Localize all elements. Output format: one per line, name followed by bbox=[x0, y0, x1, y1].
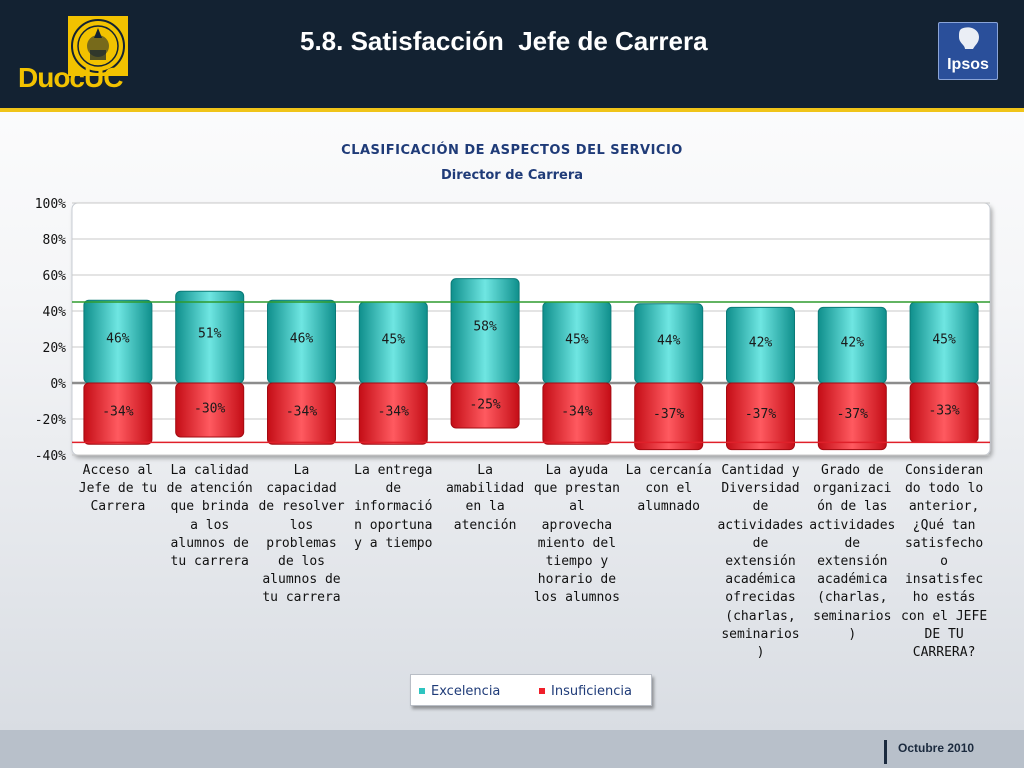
data-label-excelencia: 58% bbox=[473, 320, 497, 335]
y-tick-label: 100% bbox=[35, 197, 66, 212]
y-tick-label: 80% bbox=[43, 233, 67, 248]
footer-bar bbox=[0, 730, 1024, 768]
y-tick-label: -40% bbox=[35, 449, 66, 464]
data-label-excelencia: 46% bbox=[290, 331, 314, 346]
x-category-label: La ayuda que prestan al aprovecha miento… bbox=[533, 463, 620, 606]
legend-label-insuficiencia: Insuficiencia bbox=[551, 683, 632, 699]
legend-label-excelencia: Excelencia bbox=[431, 683, 501, 699]
ipsos-logo-text: Ipsos bbox=[947, 56, 989, 73]
bar-insuficiencia bbox=[450, 382, 520, 429]
data-label-excelencia: 46% bbox=[106, 331, 130, 346]
data-label-excelencia: 44% bbox=[657, 333, 681, 348]
chart-legend: Excelencia Insuficiencia bbox=[410, 674, 652, 706]
duoc-logo-text: DuocUC bbox=[18, 62, 123, 93]
data-label-insuficiencia: -37% bbox=[653, 407, 684, 422]
bar-insuficiencia bbox=[634, 382, 704, 451]
x-category-label: La cercanía con el alumnado bbox=[625, 463, 712, 515]
x-category-label: Consideran do todo lo anterior, ¿Qué tan… bbox=[901, 463, 988, 661]
data-label-insuficiencia: -34% bbox=[378, 405, 409, 420]
data-label-excelencia: 45% bbox=[382, 332, 406, 347]
data-label-insuficiencia: -25% bbox=[469, 397, 500, 412]
bar-insuficiencia bbox=[175, 382, 245, 438]
data-label-insuficiencia: -37% bbox=[745, 407, 776, 422]
y-tick-label: 0% bbox=[50, 377, 66, 392]
header-accent-line bbox=[0, 108, 1024, 112]
x-category-label: Acceso al Jefe de tu Carrera bbox=[78, 463, 158, 515]
data-label-excelencia: 45% bbox=[565, 332, 589, 347]
chart-title: CLASIFICACIÓN DE ASPECTOS DEL SERVICIO bbox=[341, 143, 683, 158]
bar-insuficiencia bbox=[83, 382, 153, 445]
data-label-insuficiencia: -34% bbox=[102, 405, 133, 420]
header-bar bbox=[0, 0, 1024, 108]
bar-insuficiencia bbox=[542, 382, 612, 445]
bar-chart: 100% 80% 60% 40% 20% 0% -20% -40% 46% -34% 51% -30… bbox=[35, 197, 991, 464]
legend-item-excelencia: Excelencia bbox=[419, 683, 500, 699]
data-label-insuficiencia: -34% bbox=[561, 405, 592, 420]
data-label-insuficiencia: -30% bbox=[194, 401, 225, 416]
x-category-label: La amabilidad en la atención bbox=[445, 463, 525, 533]
data-label-excelencia: 42% bbox=[749, 335, 773, 350]
bar-insuficiencia bbox=[726, 382, 795, 451]
bar-insuficiencia bbox=[267, 382, 336, 445]
data-label-excelencia: 45% bbox=[932, 332, 956, 347]
data-label-excelencia: 42% bbox=[841, 335, 865, 350]
x-category-label: La entrega de informació n oportuna y a … bbox=[354, 463, 433, 551]
footer-divider bbox=[884, 740, 887, 764]
x-category-label: Grado de organizaci ón de las actividade… bbox=[809, 463, 896, 642]
footer-date: Octubre 2010 bbox=[898, 741, 975, 755]
bar-insuficiencia bbox=[817, 382, 887, 451]
x-category-label: Cantidad y Diversidad de actividades de … bbox=[717, 463, 804, 661]
x-category-label: La calidad de atención que brinda a los … bbox=[166, 463, 253, 570]
chart-subtitle: Director de Carrera bbox=[440, 168, 584, 183]
data-label-insuficiencia: -37% bbox=[837, 407, 868, 422]
y-tick-label: -20% bbox=[35, 413, 66, 428]
slide-title: 5.8. Satisfacción Jefe de Carrera bbox=[300, 26, 708, 56]
bar-insuficiencia bbox=[358, 382, 428, 445]
ipsos-logo: Ipsos bbox=[938, 22, 998, 80]
y-tick-label: 40% bbox=[43, 305, 67, 320]
data-label-insuficiencia: -33% bbox=[928, 404, 959, 419]
legend-item-insuficiencia: Insuficiencia bbox=[539, 683, 632, 699]
legend-swatch-excelencia bbox=[419, 688, 425, 694]
legend-swatch-insuficiencia bbox=[539, 688, 545, 694]
duoc-logo: DuocUC bbox=[18, 14, 136, 94]
x-category-label: La capacidad de resolver los problemas d… bbox=[258, 463, 345, 606]
data-label-insuficiencia: -34% bbox=[286, 405, 317, 420]
y-tick-label: 60% bbox=[43, 269, 67, 284]
y-tick-label: 20% bbox=[43, 341, 67, 356]
duoc-seal-icon bbox=[68, 16, 128, 76]
data-label-excelencia: 51% bbox=[198, 327, 222, 342]
ipsos-head-icon bbox=[959, 27, 979, 49]
